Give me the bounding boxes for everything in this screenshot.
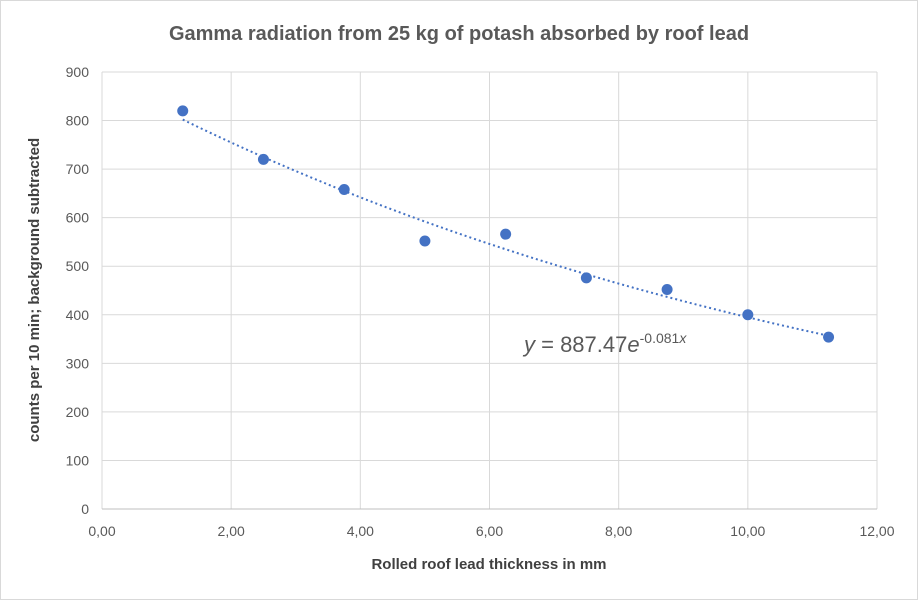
- x-tick-label: 6,00: [476, 523, 503, 539]
- data-point: [661, 284, 673, 296]
- x-tick-label: 2,00: [218, 523, 245, 539]
- x-tick-label: 0,00: [88, 523, 115, 539]
- chart-title: Gamma radiation from 25 kg of potash abs…: [169, 23, 749, 45]
- data-point: [338, 184, 350, 196]
- x-tick-label: 8,00: [605, 523, 632, 539]
- y-tick-label: 700: [66, 161, 90, 177]
- data-point: [500, 228, 512, 240]
- gridlines: [101, 71, 878, 509]
- exponential-trendline: [182, 118, 829, 337]
- trendline-equation: y = 887.47e-0.081x: [522, 330, 687, 357]
- data-point: [177, 105, 189, 117]
- data-point: [823, 331, 835, 343]
- y-tick-label: 600: [66, 210, 90, 226]
- x-axis-ticks: 0,00 2,00 4,00 6,00 8,00 10,00 12,00: [88, 523, 894, 539]
- x-axis-label: Rolled roof lead thickness in mm: [371, 556, 606, 573]
- y-tick-label: 500: [66, 258, 90, 274]
- y-tick-label: 200: [66, 404, 90, 420]
- y-tick-label: 900: [66, 64, 90, 80]
- y-tick-label: 300: [66, 355, 90, 371]
- data-point: [580, 272, 592, 284]
- data-point: [742, 309, 754, 321]
- y-axis-ticks: 0 100 200 300 400 500 600 700 800 900: [66, 64, 90, 517]
- data-point: [419, 235, 431, 247]
- y-tick-label: 400: [66, 307, 90, 323]
- x-tick-label: 12,00: [859, 523, 894, 539]
- x-tick-label: 4,00: [347, 523, 374, 539]
- y-tick-label: 0: [81, 501, 89, 517]
- data-point: [257, 153, 269, 165]
- y-axis-label: counts per 10 min; background subtracted: [26, 138, 43, 442]
- y-tick-label: 100: [66, 452, 90, 468]
- x-tick-label: 10,00: [730, 523, 765, 539]
- data-points: [177, 105, 835, 343]
- y-tick-label: 800: [66, 113, 90, 129]
